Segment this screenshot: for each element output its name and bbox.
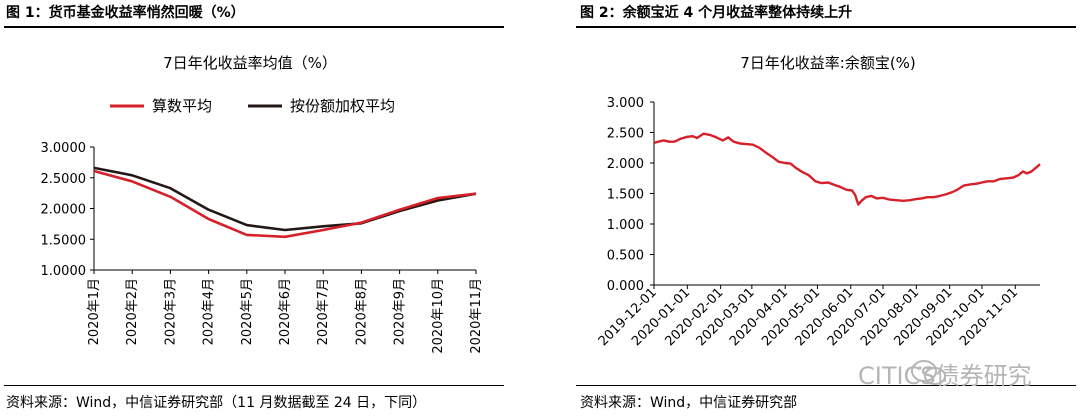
chart1-x-tick-label: 2020年8月	[354, 278, 369, 345]
chart1-series-line-1	[93, 166, 477, 232]
chart1-title: 7日年化收益率均值（%）	[163, 54, 337, 72]
chart2-y-tick-label: 2.000	[607, 157, 644, 172]
chart1-x-tick-label: 2020年1月	[87, 278, 102, 345]
chart1-x-tick-label: 2020年5月	[240, 278, 255, 345]
chart1-y-tick-label: 2.5000	[41, 172, 87, 187]
chart1-x-tick-label: 2020年2月	[125, 278, 140, 345]
chart1-y-tick-label: 1.0000	[41, 264, 87, 279]
chart2-title: 7日年化收益率:余额宝(%)	[740, 54, 916, 72]
wechat-icon	[911, 360, 946, 385]
watermark-text: CITICS债券研究	[858, 362, 1032, 390]
chart1-x-tick-label: 2020年4月	[202, 278, 217, 345]
chart1-series-line-0	[93, 169, 477, 239]
chart1-legend-label-0: 算数平均	[152, 97, 212, 115]
right-source-note: 资料来源：Wind，中信证券研究部	[580, 395, 798, 411]
chart1-x-tick-label: 2020年6月	[278, 278, 293, 345]
chart2-series-line	[653, 132, 1041, 206]
chart1-x-tick-label: 2020年11月	[469, 278, 484, 354]
chart1-x-tick-label: 2020年9月	[393, 278, 408, 345]
chart1-x-tick-label: 2020年7月	[316, 278, 331, 345]
left-source-note: 资料来源：Wind，中信证券研究部（11 月数据截至 24 日，下同）	[6, 395, 427, 411]
right-title-rule	[576, 26, 1076, 28]
chart1-x-tick-label: 2020年10月	[431, 278, 446, 354]
chart2-y-tick-label: 0.500	[607, 249, 644, 264]
chart1-legend-label-1: 按份额加权平均	[290, 97, 395, 115]
chart2-y-tick-label: 1.500	[607, 188, 644, 203]
right-source-rule	[576, 385, 1076, 386]
chart2-y-tick-label: 2.500	[607, 127, 644, 142]
chart2-y-tick-label: 3.000	[607, 96, 644, 111]
chart1-y-tick-label: 3.0000	[41, 141, 87, 156]
chart1-y-tick-label: 2.0000	[41, 203, 87, 218]
left-source-rule	[4, 385, 504, 386]
left-figure-title: 图 1：货币基金收益率悄然回暖（%）	[6, 5, 245, 21]
chart2-y-tick-label: 1.000	[607, 218, 644, 233]
chart1-x-tick-label: 2020年3月	[163, 278, 178, 345]
right-figure-title: 图 2：余额宝近 4 个月收益率整体持续上升	[580, 5, 853, 21]
chart1-y-tick-label: 1.5000	[41, 233, 87, 248]
left-title-rule	[4, 26, 504, 28]
chart2-y-tick-label: 0.000	[607, 279, 644, 294]
